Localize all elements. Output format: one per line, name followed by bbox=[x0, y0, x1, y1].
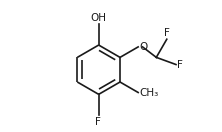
Text: F: F bbox=[177, 60, 183, 70]
Text: O: O bbox=[139, 42, 148, 52]
Text: F: F bbox=[95, 117, 100, 126]
Text: F: F bbox=[164, 28, 170, 38]
Text: CH₃: CH₃ bbox=[139, 88, 159, 98]
Text: OH: OH bbox=[91, 13, 107, 23]
